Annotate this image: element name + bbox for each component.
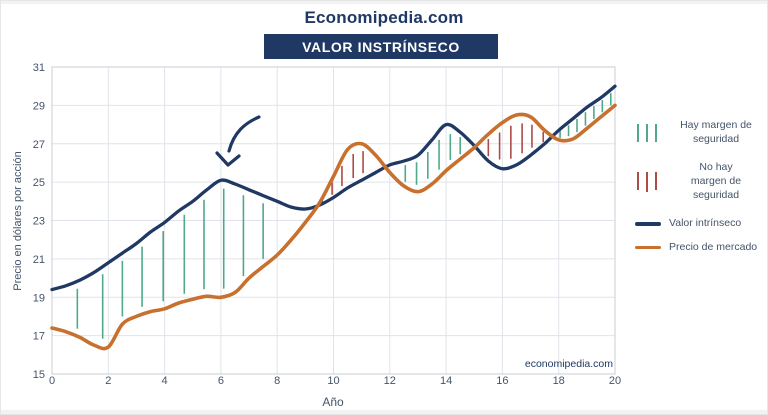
orange-line-icon	[635, 245, 661, 250]
x-tick-label: 10	[327, 375, 339, 387]
legend-label: No hay margen de seguridad	[690, 161, 742, 201]
plot-border	[51, 66, 616, 375]
legend: Hay margen de seguridad No hay margen de…	[633, 119, 765, 264]
y-tick-label: 15	[33, 369, 45, 381]
annotation-arrowhead	[215, 151, 241, 167]
x-tick-label: 14	[440, 375, 452, 387]
green-hatch-icon	[637, 123, 667, 142]
navy-line-icon	[635, 222, 661, 226]
x-tick-label: 6	[218, 375, 224, 387]
bottom-edge-strip	[1, 410, 767, 414]
red-hatch-icon	[637, 171, 667, 192]
x-tick-label: 0	[49, 375, 55, 387]
y-axis-title: Precio en dólares por acción	[12, 151, 24, 291]
legend-item-intrinsic-value: Valor intrínseco	[633, 217, 765, 231]
x-tick-label: 12	[384, 375, 396, 387]
y-tick-label: 31	[33, 62, 45, 74]
y-tick-label: 21	[33, 254, 45, 266]
intrinsic-value-line	[50, 84, 617, 292]
x-tick-label: 2	[105, 375, 111, 387]
x-tick-label: 18	[553, 375, 565, 387]
legend-item-market-price: Precio de mercado	[633, 241, 765, 255]
y-tick-label: 19	[33, 292, 45, 304]
legend-label: Valor intrínseco	[669, 217, 742, 230]
legend-label: Precio de mercado	[669, 240, 758, 253]
y-tick-label: 29	[33, 100, 45, 112]
x-tick-label: 16	[496, 375, 508, 387]
x-tick-label: 8	[274, 375, 280, 387]
watermark: economipedia.com	[524, 358, 613, 370]
x-axis-title: Año	[322, 395, 344, 409]
chart-title-banner: VALOR INSTRÍNSECO	[264, 34, 498, 59]
legend-item-no-safety-margin: No hay margen de seguridad	[633, 161, 765, 202]
y-tick-label: 17	[33, 331, 45, 343]
y-tick-label: 27	[33, 139, 45, 151]
x-tick-label: 4	[162, 375, 168, 387]
site-title: Economipedia.com	[304, 8, 464, 27]
top-edge-strip	[1, 1, 767, 4]
legend-item-safety-margin: Hay margen de seguridad	[633, 119, 765, 146]
legend-label: Hay margen de seguridad	[680, 119, 752, 145]
x-tick-label: 20	[609, 375, 621, 387]
y-tick-label: 25	[33, 177, 45, 189]
annotation-arrow	[227, 115, 261, 153]
market-price-line	[50, 103, 617, 351]
y-tick-label: 23	[33, 216, 45, 228]
